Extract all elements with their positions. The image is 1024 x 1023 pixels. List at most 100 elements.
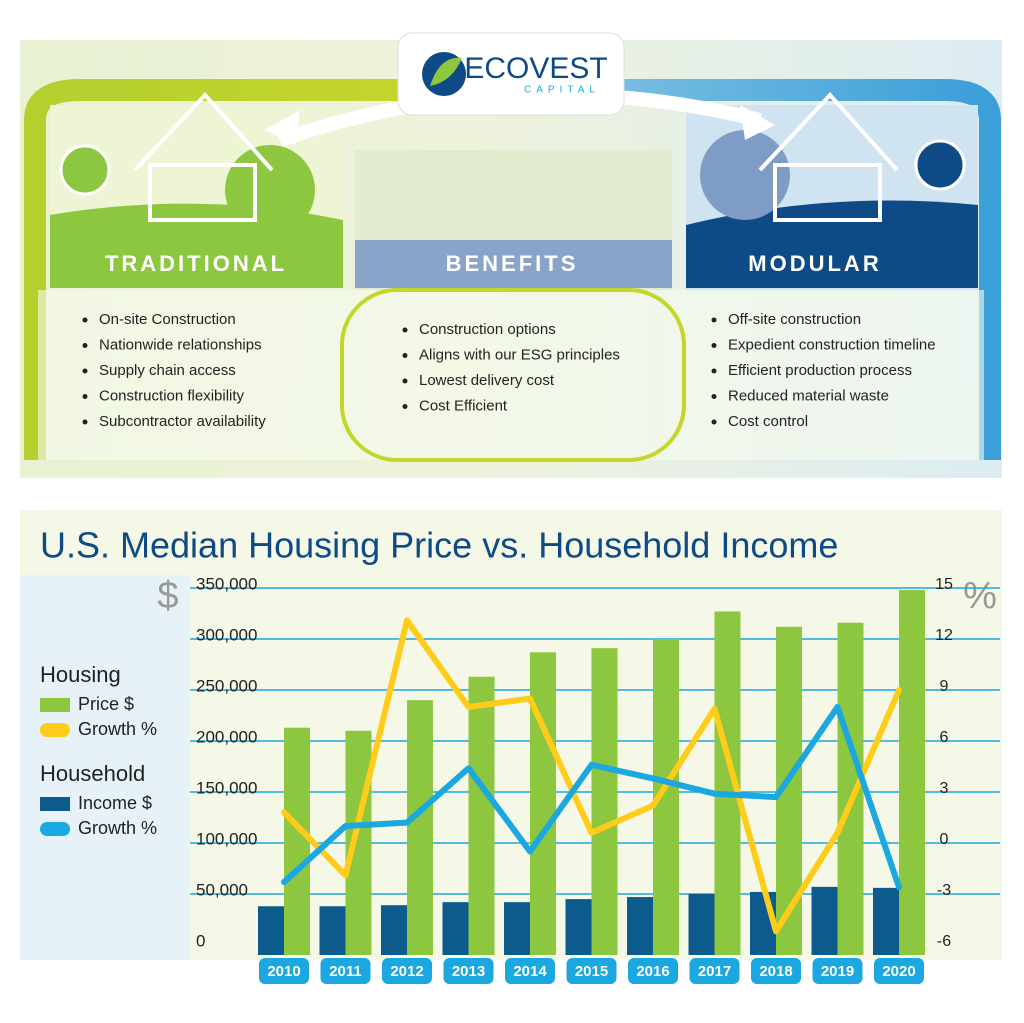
year-box <box>566 958 617 984</box>
y-tick-label: 100,000 <box>196 829 257 848</box>
x-tick-label: 2013 <box>452 963 485 980</box>
panel-title: BENEFITS <box>446 251 579 276</box>
x-tick-label: 2020 <box>882 963 915 980</box>
list-item: Nationwide relationships <box>99 336 262 353</box>
x-tick-label: 2014 <box>513 963 547 980</box>
list-item: Subcontractor availability <box>99 413 266 430</box>
house-icon <box>133 92 899 222</box>
list-item: Supply chain access <box>99 362 236 379</box>
y2-tick-label: 0 <box>940 831 949 848</box>
header-band <box>686 240 978 288</box>
bar <box>565 899 592 955</box>
year-box <box>628 958 678 984</box>
y-tick-label: 250,000 <box>196 676 257 695</box>
bar <box>530 652 556 955</box>
bullet <box>711 419 717 425</box>
y2-axis-label: % <box>963 575 997 617</box>
tree <box>59 144 111 196</box>
x-tick-label: 2017 <box>698 963 731 980</box>
x-tick-label: 2018 <box>759 963 792 980</box>
y-tick-label: 200,000 <box>196 727 257 746</box>
legend-panel <box>20 575 190 960</box>
year-box <box>320 958 371 984</box>
bar <box>258 906 284 955</box>
year-box <box>505 958 555 984</box>
year-box <box>443 958 494 984</box>
x-tick-label: 2012 <box>390 963 423 980</box>
bullet <box>402 327 408 333</box>
list-bg <box>38 290 984 460</box>
header-band <box>50 240 343 288</box>
legend-label: Price $ <box>78 694 134 714</box>
y2-tick-label: -6 <box>937 933 951 950</box>
legend-swatch <box>40 698 70 712</box>
y-tick-label: 300,000 <box>196 625 257 644</box>
bar <box>284 727 310 955</box>
x-tick-label: 2019 <box>821 963 854 980</box>
year-box <box>382 958 432 984</box>
bush <box>700 130 790 220</box>
y-tick-label: 50,000 <box>196 880 248 899</box>
chart-title: U.S. Median Housing Price vs. Household … <box>40 525 838 566</box>
y-tick-label: 350,000 <box>196 574 257 593</box>
bar <box>504 902 530 955</box>
list-item: Lowest delivery cost <box>419 372 555 389</box>
bullet <box>82 368 88 374</box>
year-box <box>259 958 309 984</box>
bar <box>627 897 653 955</box>
x-tick-label: 2010 <box>267 963 300 980</box>
list-item: Cost Efficient <box>419 397 508 414</box>
logo-name: ECOVEST <box>464 52 607 85</box>
bullet <box>402 353 408 358</box>
legend-title: Housing <box>40 662 121 687</box>
bullet <box>402 378 408 384</box>
line <box>281 704 902 891</box>
bullet <box>82 394 88 399</box>
year-box <box>874 958 924 984</box>
list-item: Reduced material waste <box>728 387 889 404</box>
legend-title: Household <box>40 761 145 786</box>
bar <box>407 700 433 955</box>
bar <box>381 905 407 955</box>
legend-label: Income $ <box>78 793 152 813</box>
x-tick-label: 2015 <box>575 963 608 980</box>
panel-title: TRADITIONAL <box>105 251 287 276</box>
year-box <box>689 958 740 984</box>
year-box <box>751 958 801 984</box>
logo-leaf <box>430 57 462 86</box>
bar <box>591 648 618 955</box>
bullet <box>82 419 88 425</box>
y-tick-label: 0 <box>196 931 205 950</box>
y2-tick-label: 6 <box>940 729 949 746</box>
list-item: Construction options <box>419 321 556 338</box>
logo-sub: CAPITAL <box>524 85 600 96</box>
bar <box>688 894 715 955</box>
bullet <box>711 368 717 374</box>
line <box>281 617 902 935</box>
list-item: Efficient production process <box>728 362 912 379</box>
legend-label: Growth % <box>78 818 157 838</box>
bullet <box>711 394 717 399</box>
bar <box>345 730 372 955</box>
list-item: Aligns with our ESG principles <box>419 346 620 363</box>
y2-tick-label: 12 <box>935 627 953 644</box>
y-axis-label: $ <box>157 575 178 617</box>
bar <box>319 906 346 955</box>
panel-title: MODULAR <box>748 251 881 276</box>
benefits-frame <box>340 288 686 462</box>
y2-tick-label: 15 <box>935 576 953 593</box>
list-item: On-site Construction <box>99 311 236 328</box>
legend-label: Growth % <box>78 719 157 739</box>
legend-swatch <box>40 723 70 737</box>
y2-tick-label: 3 <box>940 780 949 797</box>
bullet <box>82 317 88 323</box>
bar <box>442 902 469 955</box>
bar <box>873 887 899 955</box>
bush <box>225 145 315 235</box>
list-item: Expedient construction timeline <box>728 336 936 353</box>
header-band <box>355 240 672 288</box>
bar <box>468 676 495 955</box>
bullet <box>711 317 717 323</box>
legend-swatch <box>40 822 70 836</box>
